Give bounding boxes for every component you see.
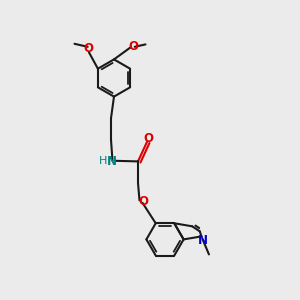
Text: O: O [83,42,93,55]
Text: N: N [198,234,208,247]
Text: O: O [139,195,149,208]
Text: H: H [99,156,107,167]
Text: N: N [107,155,117,168]
Text: O: O [143,132,153,145]
Text: O: O [128,40,138,53]
